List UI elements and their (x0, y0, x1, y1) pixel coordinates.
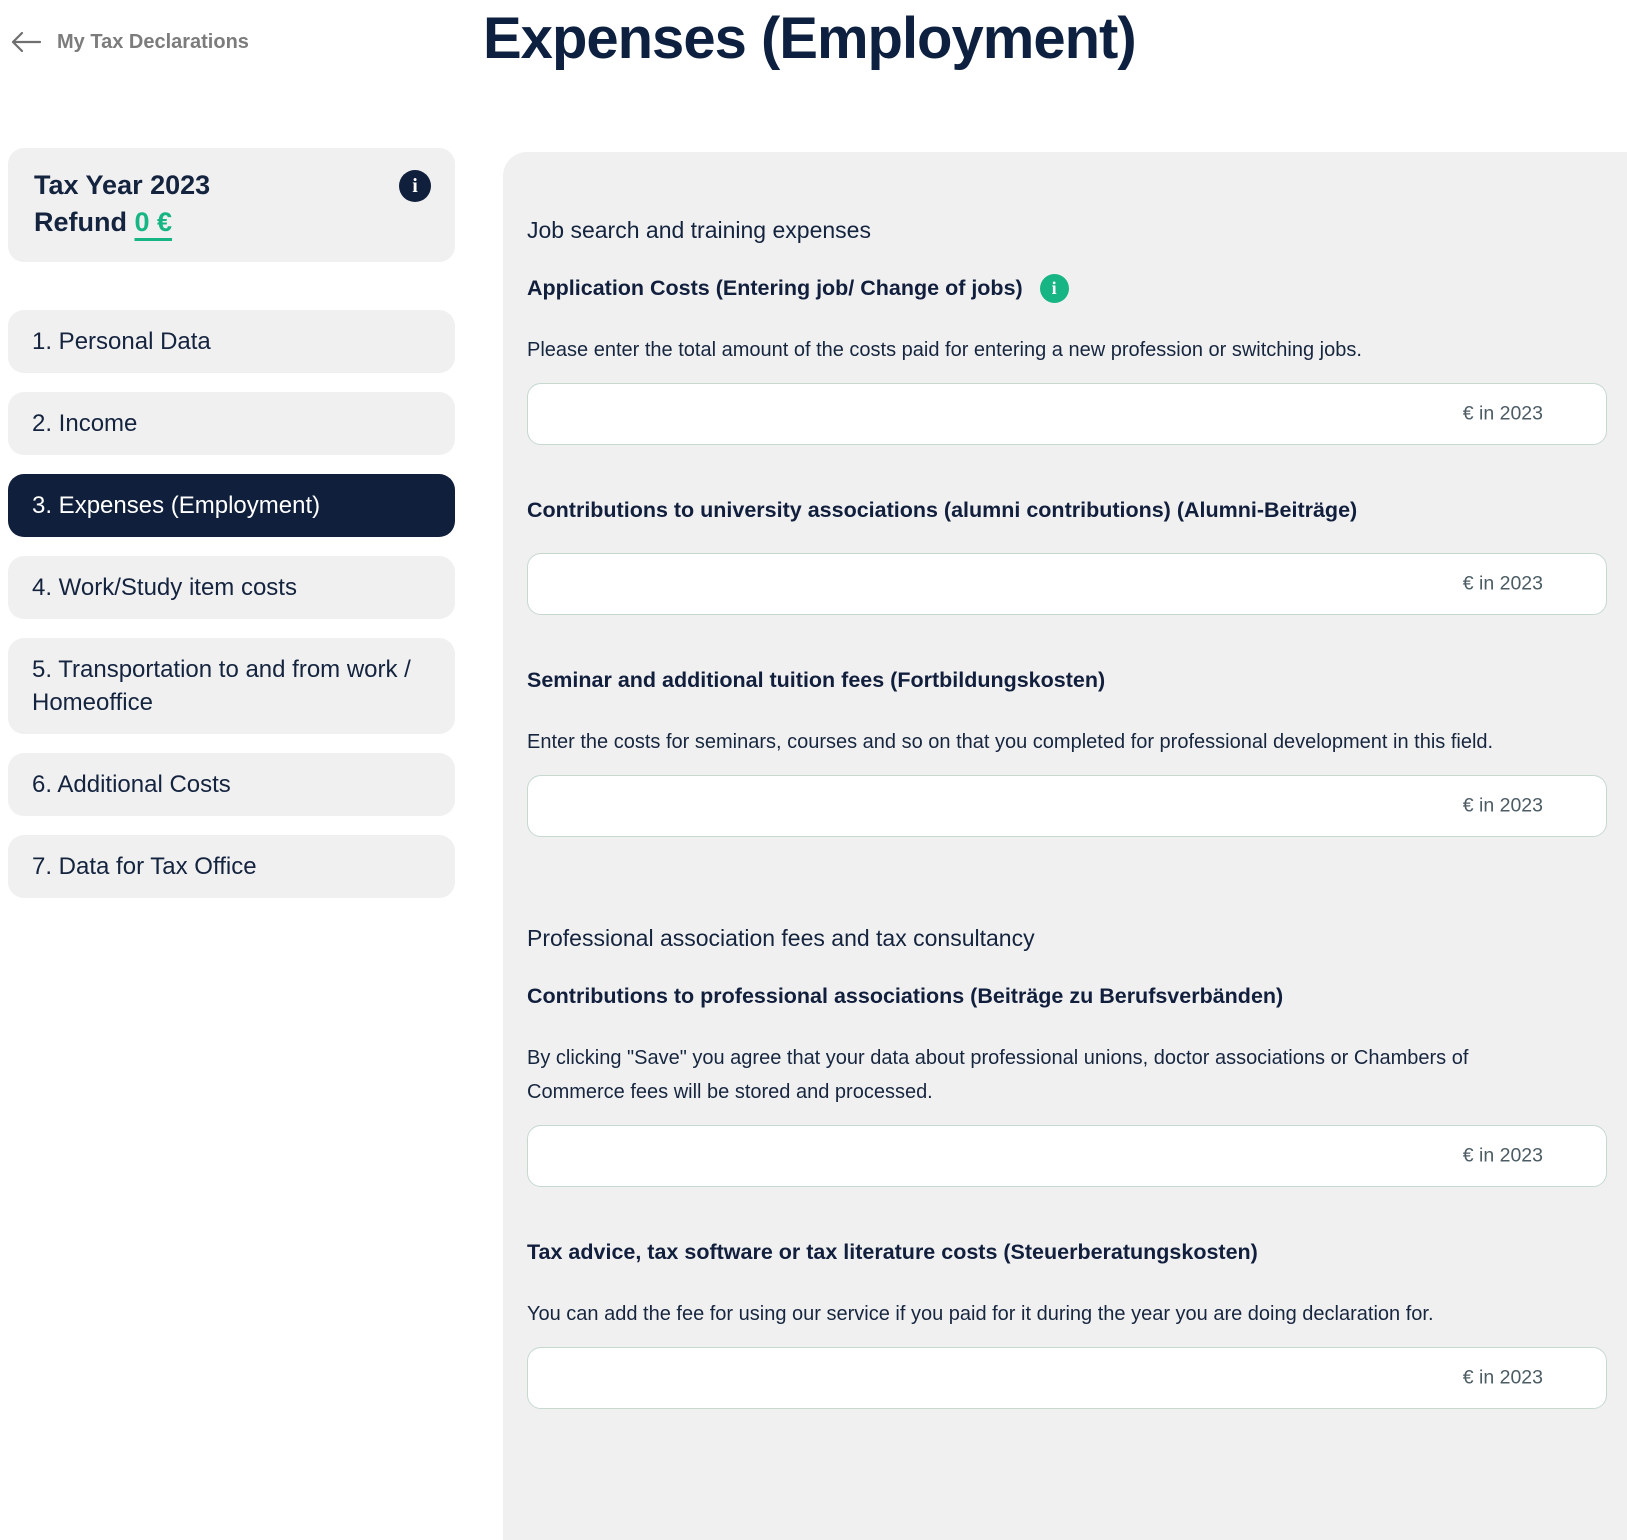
alumni-contributions-input[interactable] (527, 553, 1607, 615)
info-icon[interactable]: i (1039, 273, 1069, 303)
professional-associations-field: € in 2023 (527, 1125, 1607, 1187)
seminar-fees-field: € in 2023 (527, 775, 1607, 837)
application-costs-input[interactable] (527, 383, 1607, 445)
sidebar: Tax Year 2023 Refund 0 € i 1. Personal D… (8, 148, 455, 898)
professional-associations-description: By clicking "Save" you agree that your d… (527, 1047, 1469, 1103)
refund-line: Refund 0 € (34, 204, 210, 241)
application-costs-description: Please enter the total amount of the cos… (527, 339, 1362, 361)
seminar-fees-description: Enter the costs for seminars, courses an… (527, 731, 1494, 753)
tax-advice-label: Tax advice, tax software or tax literatu… (527, 1240, 1258, 1264)
form-panel: Job search and training expenses Applica… (503, 152, 1627, 1540)
application-costs-label: Application Costs (Entering job/ Change … (527, 273, 1607, 303)
section-heading-professional-fees: Professional association fees and tax co… (527, 925, 1035, 951)
seminar-fees-label: Seminar and additional tuition fees (For… (527, 668, 1106, 692)
sidebar-item-data-for-tax-office[interactable]: 7. Data for Tax Office (8, 835, 455, 898)
page-title: Expenses (Employment) (483, 6, 1137, 71)
sidebar-item-work-study-item-costs[interactable]: 4. Work/Study item costs (8, 556, 455, 619)
refund-value-link[interactable]: 0 € (134, 207, 173, 237)
back-link[interactable]: My Tax Declarations (10, 30, 249, 54)
seminar-fees-input[interactable] (527, 775, 1607, 837)
sidebar-item-expenses-employment[interactable]: 3. Expenses (Employment) (8, 474, 455, 537)
application-costs-field: € in 2023 (527, 383, 1607, 445)
tax-advice-input[interactable] (527, 1347, 1607, 1409)
info-icon[interactable]: i (399, 170, 431, 202)
step-nav: 1. Personal Data 2. Income 3. Expenses (… (8, 310, 455, 898)
sidebar-item-additional-costs[interactable]: 6. Additional Costs (8, 753, 455, 816)
tax-advice-field: € in 2023 (527, 1347, 1607, 1409)
sidebar-item-personal-data[interactable]: 1. Personal Data (8, 310, 455, 373)
tax-year-card: Tax Year 2023 Refund 0 € i (8, 148, 455, 262)
tax-year-label: Tax Year 2023 (34, 170, 211, 200)
refund-label: Refund (34, 207, 127, 237)
alumni-contributions-field: € in 2023 (527, 553, 1607, 615)
professional-associations-input[interactable] (527, 1125, 1607, 1187)
back-arrow-icon (10, 30, 42, 54)
sidebar-item-income[interactable]: 2. Income (8, 392, 455, 455)
back-link-label: My Tax Declarations (57, 30, 249, 53)
professional-associations-label: Contributions to professional associatio… (527, 984, 1284, 1008)
section-heading-job-search: Job search and training expenses (527, 217, 871, 243)
alumni-contributions-label: Contributions to university associations… (527, 498, 1358, 522)
tax-advice-description: You can add the fee for using our servic… (527, 1303, 1434, 1325)
sidebar-item-transportation[interactable]: 5. Transportation to and from work / Hom… (8, 638, 455, 734)
